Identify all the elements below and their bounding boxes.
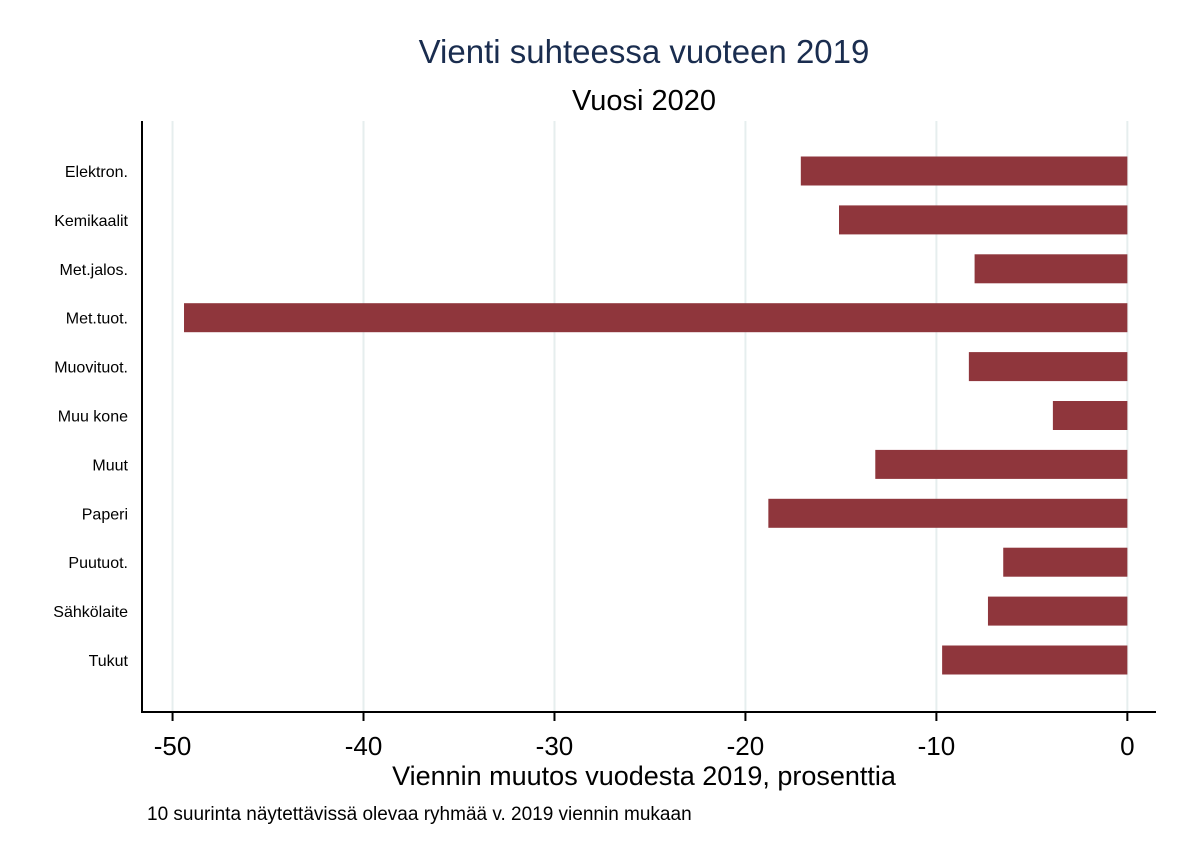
- category-label: Sähkölaite: [53, 604, 128, 621]
- category-label: Elektron.: [65, 164, 128, 181]
- bar: [1003, 547, 1128, 577]
- bar: [875, 449, 1128, 479]
- x-tick-label: -50: [154, 731, 192, 761]
- bar: [184, 303, 1128, 333]
- category-label: Kemikaalit: [54, 213, 128, 230]
- bar: [768, 498, 1128, 528]
- bar: [987, 596, 1128, 626]
- category-label: Muut: [92, 457, 128, 474]
- x-tick-label: -30: [536, 731, 574, 761]
- x-axis-ticks: -50 -40 -30 -20 -10 0: [154, 712, 1135, 761]
- x-tick-label: -40: [345, 731, 383, 761]
- chart-note: 10 suurinta näytettävissä olevaa ryhmää …: [147, 804, 692, 825]
- x-tick-label: 0: [1120, 731, 1134, 761]
- bars: [184, 156, 1128, 675]
- bar: [942, 645, 1128, 675]
- chart-title: Vienti suhteessa vuoteen 2019: [419, 33, 870, 70]
- bar: [974, 254, 1128, 284]
- category-label: Muovituot.: [54, 360, 128, 377]
- x-tick-label: -10: [918, 731, 956, 761]
- category-label: Met.tuot.: [66, 311, 128, 328]
- x-tick-label: -20: [727, 731, 765, 761]
- category-labels: Elektron. Kemikaalit Met.jalos. Met.tuot. Mu…: [53, 164, 128, 670]
- category-label: Muu kone: [58, 409, 128, 426]
- bar: [968, 352, 1128, 382]
- category-label: Puutuot.: [68, 555, 128, 572]
- category-label: Paperi: [82, 506, 128, 523]
- category-label: Met.jalos.: [60, 262, 128, 279]
- chart-subtitle: Vuosi 2020: [572, 85, 716, 117]
- category-label: Tukut: [89, 653, 129, 670]
- bar: [839, 205, 1128, 235]
- bar: [800, 156, 1128, 186]
- x-axis-label: Viennin muutos vuodesta 2019, prosenttia: [392, 761, 897, 791]
- bar: [1052, 401, 1128, 430]
